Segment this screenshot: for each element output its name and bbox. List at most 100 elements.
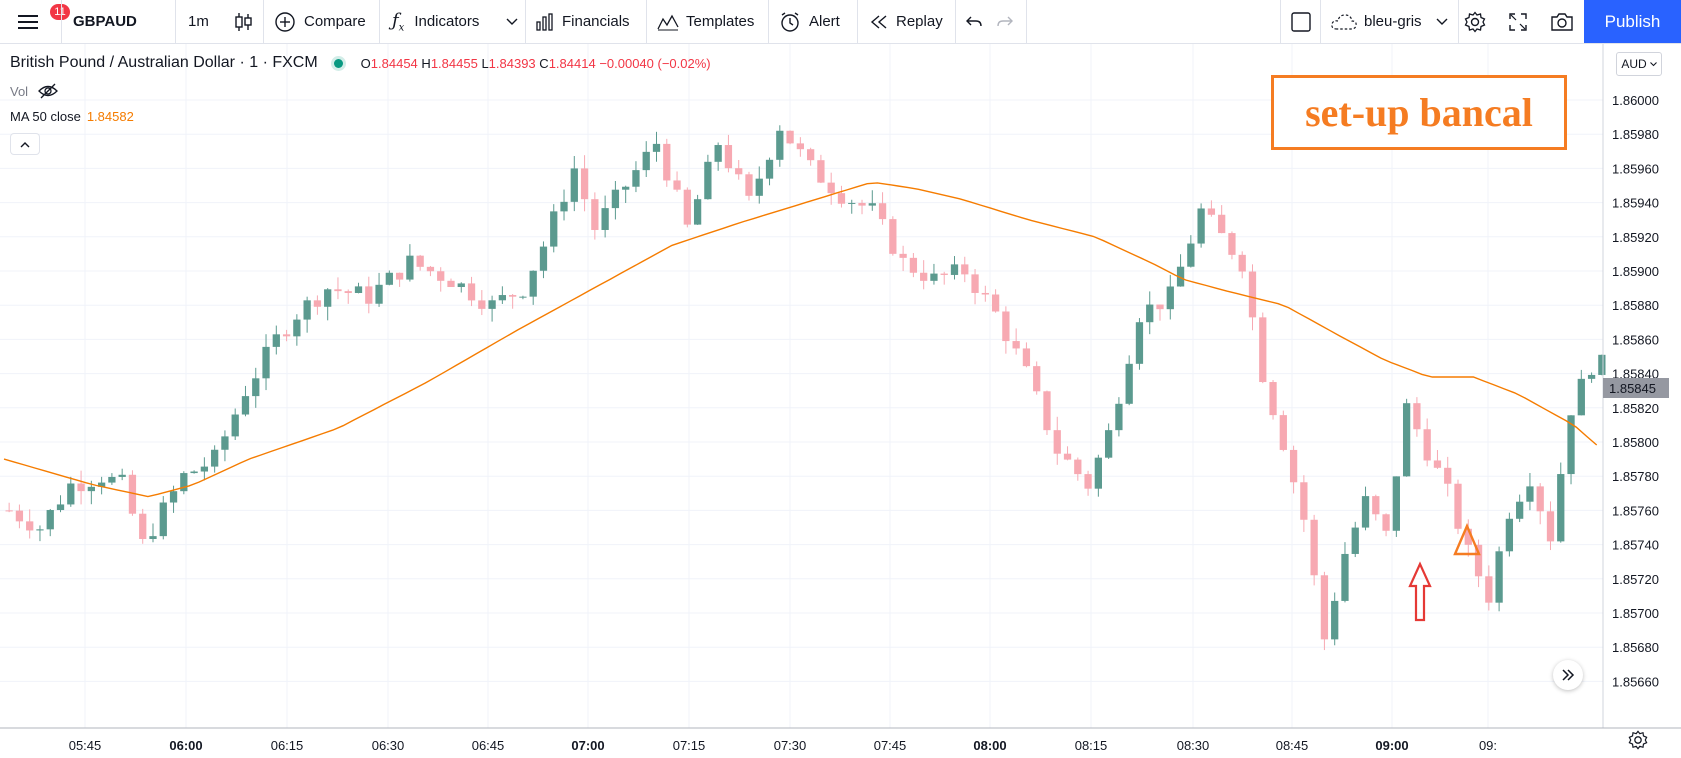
candle-body xyxy=(940,273,948,275)
candle-body xyxy=(714,145,722,162)
time-tick-label: 05:45 xyxy=(69,738,102,753)
divider xyxy=(646,0,647,43)
compare-button[interactable]: Compare xyxy=(274,0,366,43)
candle-body xyxy=(97,482,106,487)
candle-body xyxy=(1115,403,1123,431)
candle-body xyxy=(663,143,671,181)
templates-button[interactable]: Templates xyxy=(657,0,754,43)
price-tick-label: 1.85720 xyxy=(1612,572,1659,587)
replay-label: Replay xyxy=(896,13,943,30)
volume-legend[interactable]: Vol xyxy=(10,83,58,99)
interval-button[interactable]: 1m xyxy=(188,0,209,43)
undo-button[interactable] xyxy=(965,0,983,43)
candle-body xyxy=(591,199,599,230)
candle-body xyxy=(509,295,517,297)
candle-body xyxy=(776,130,784,160)
candle-body xyxy=(735,168,743,175)
candle-body xyxy=(1433,460,1442,468)
scroll-to-realtime-button[interactable] xyxy=(1553,660,1583,690)
candle-body xyxy=(1485,576,1493,603)
candle-body xyxy=(15,510,24,522)
compare-label: Compare xyxy=(304,13,366,30)
candle-body xyxy=(642,151,650,171)
snapshot-button[interactable] xyxy=(1550,0,1574,43)
candle-body xyxy=(889,219,897,254)
camera-icon xyxy=(1551,12,1573,31)
candle-body xyxy=(1207,208,1216,215)
price-tick-label: 1.85660 xyxy=(1612,674,1659,689)
candle-body xyxy=(180,473,188,492)
candle-body xyxy=(724,145,733,169)
axis-settings-button[interactable] xyxy=(1628,730,1648,755)
price-chart[interactable]: 1.86000 1.85980 1.85960 1.85940 1.85920 1.859… xyxy=(0,44,1681,758)
time-tick-label: 08:00 xyxy=(973,738,1006,753)
currency-button[interactable]: AUD xyxy=(1616,52,1662,76)
setup-annotation-box[interactable]: set-up bancal xyxy=(1271,75,1567,150)
close-value: 1.84414 xyxy=(548,55,596,71)
candle-body xyxy=(1577,378,1585,416)
time-axis[interactable]: 05:45 06:00 06:15 06:30 06:45 07:00 07:15 07:30… xyxy=(69,738,1497,753)
candle-body xyxy=(786,130,794,144)
candle-body xyxy=(899,253,907,258)
candle-body xyxy=(858,202,866,206)
ma-legend[interactable]: MA 50 close 1.84582 xyxy=(10,109,134,124)
time-tick-label: 07:45 xyxy=(874,738,907,753)
alert-button[interactable]: Alert xyxy=(779,0,840,43)
layout-name-label: bleu-gris xyxy=(1364,13,1422,30)
price-tick-label: 1.85780 xyxy=(1612,469,1659,484)
price-axis[interactable]: 1.86000 1.85980 1.85960 1.85940 1.85920 1.859… xyxy=(1612,93,1659,689)
price-tick-label: 1.85680 xyxy=(1612,640,1659,655)
eye-off-icon[interactable] xyxy=(38,83,58,99)
layout-name-button[interactable]: bleu-gris xyxy=(1330,0,1448,43)
candle-body xyxy=(1310,519,1318,576)
candle-body xyxy=(221,436,229,450)
menu-button[interactable]: 11 xyxy=(18,0,70,43)
candle-body xyxy=(1598,354,1606,375)
chart-type-button[interactable] xyxy=(234,0,254,43)
high-value: 1.84455 xyxy=(430,55,478,71)
price-tick-label: 1.85980 xyxy=(1612,127,1659,142)
replay-button[interactable]: Replay xyxy=(870,0,943,43)
indicators-dropdown-button[interactable] xyxy=(506,0,518,43)
candle-body xyxy=(293,319,301,337)
candle-body xyxy=(231,414,239,437)
close-key: C xyxy=(539,55,549,71)
candle-body xyxy=(807,149,815,161)
symbol-title[interactable]: British Pound / Australian Dollar · 1 · … xyxy=(10,54,318,71)
settings-button[interactable] xyxy=(1464,0,1486,43)
candle-body xyxy=(169,491,178,503)
select-layout-button[interactable] xyxy=(1290,0,1312,43)
candle-body xyxy=(498,295,507,301)
candle-body xyxy=(1454,483,1462,529)
market-status-dot xyxy=(333,58,343,68)
candle-body xyxy=(580,168,589,200)
redo-button[interactable] xyxy=(996,0,1014,43)
time-tick-label: 06:15 xyxy=(271,738,304,753)
symbol-search-button[interactable]: GBPAUD xyxy=(73,0,137,43)
collapse-legend-button[interactable] xyxy=(10,133,40,155)
candle-body xyxy=(1331,600,1339,640)
indicators-button[interactable]: ƒx Indicators xyxy=(392,0,479,43)
open-key: O xyxy=(360,55,371,71)
candle-body xyxy=(868,203,876,206)
fullscreen-button[interactable] xyxy=(1508,0,1528,43)
chevron-down-icon xyxy=(1649,61,1657,66)
divider xyxy=(61,0,62,43)
price-tick-label: 1.86000 xyxy=(1612,93,1659,108)
candle-body xyxy=(1300,482,1308,520)
candle-body xyxy=(539,246,548,271)
candles-icon xyxy=(235,12,252,31)
candle-body xyxy=(46,510,54,530)
financials-button[interactable]: Financials xyxy=(535,0,630,43)
candle-body xyxy=(827,182,835,194)
candles-layer xyxy=(5,125,1606,651)
candle-body xyxy=(365,286,373,304)
publish-button[interactable]: Publish xyxy=(1584,0,1681,43)
candle-body xyxy=(1567,415,1575,475)
low-value: 1.84393 xyxy=(488,55,536,71)
candle-body xyxy=(1423,429,1431,461)
time-tick-label: 09:00 xyxy=(1375,738,1408,753)
price-tick-label: 1.85920 xyxy=(1612,230,1659,245)
ohlc-values: O1.84454 H1.84455 L1.84393 C1.84414 −0.0… xyxy=(361,56,711,71)
currency-label: AUD xyxy=(1621,57,1647,71)
